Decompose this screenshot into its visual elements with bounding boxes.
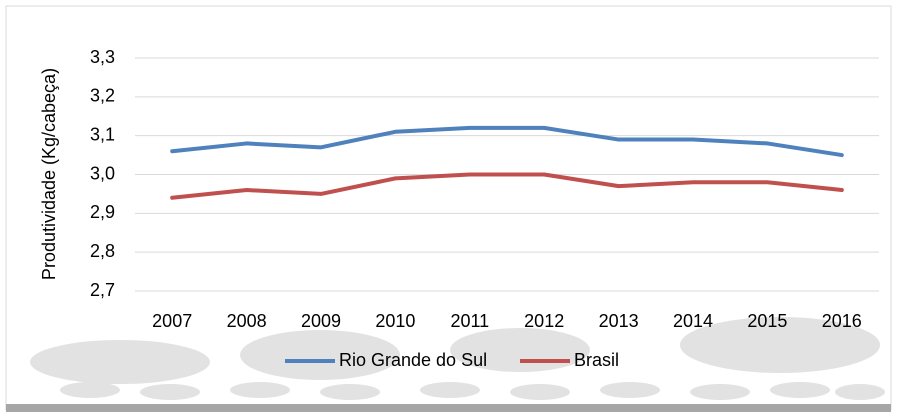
- x-tick-label: 2013: [599, 311, 639, 331]
- legend-label: Rio Grande do Sul: [339, 350, 487, 370]
- legend-label: Brasil: [574, 350, 619, 370]
- x-tick-label: 2009: [301, 311, 341, 331]
- y-tick-label: 3,1: [90, 124, 115, 144]
- x-tick-label: 2014: [673, 311, 713, 331]
- y-tick-label: 3,2: [90, 86, 115, 106]
- x-tick-label: 2011: [450, 311, 489, 331]
- x-tick-label: 2016: [822, 311, 862, 331]
- y-tick-label: 2,8: [90, 241, 115, 261]
- y-tick-label: 2,9: [90, 202, 115, 222]
- x-tick-label: 2012: [524, 311, 564, 331]
- y-tick-label: 3,3: [90, 47, 115, 67]
- y-tick-label: 2,7: [90, 280, 115, 300]
- chart: Produtividade (Kg/cabeça) 2,7 2,8 2,9 3,0 3,…: [0, 0, 897, 418]
- y-tick-label: 3,0: [90, 163, 115, 183]
- x-tick-label: 2007: [152, 311, 192, 331]
- y-axis-label: Produtividade (Kg/cabeça): [39, 68, 59, 280]
- x-tick-label: 2015: [747, 311, 787, 331]
- x-tick-label: 2010: [375, 311, 415, 331]
- x-tick-label: 2008: [227, 311, 267, 331]
- bottom-band: [6, 404, 891, 412]
